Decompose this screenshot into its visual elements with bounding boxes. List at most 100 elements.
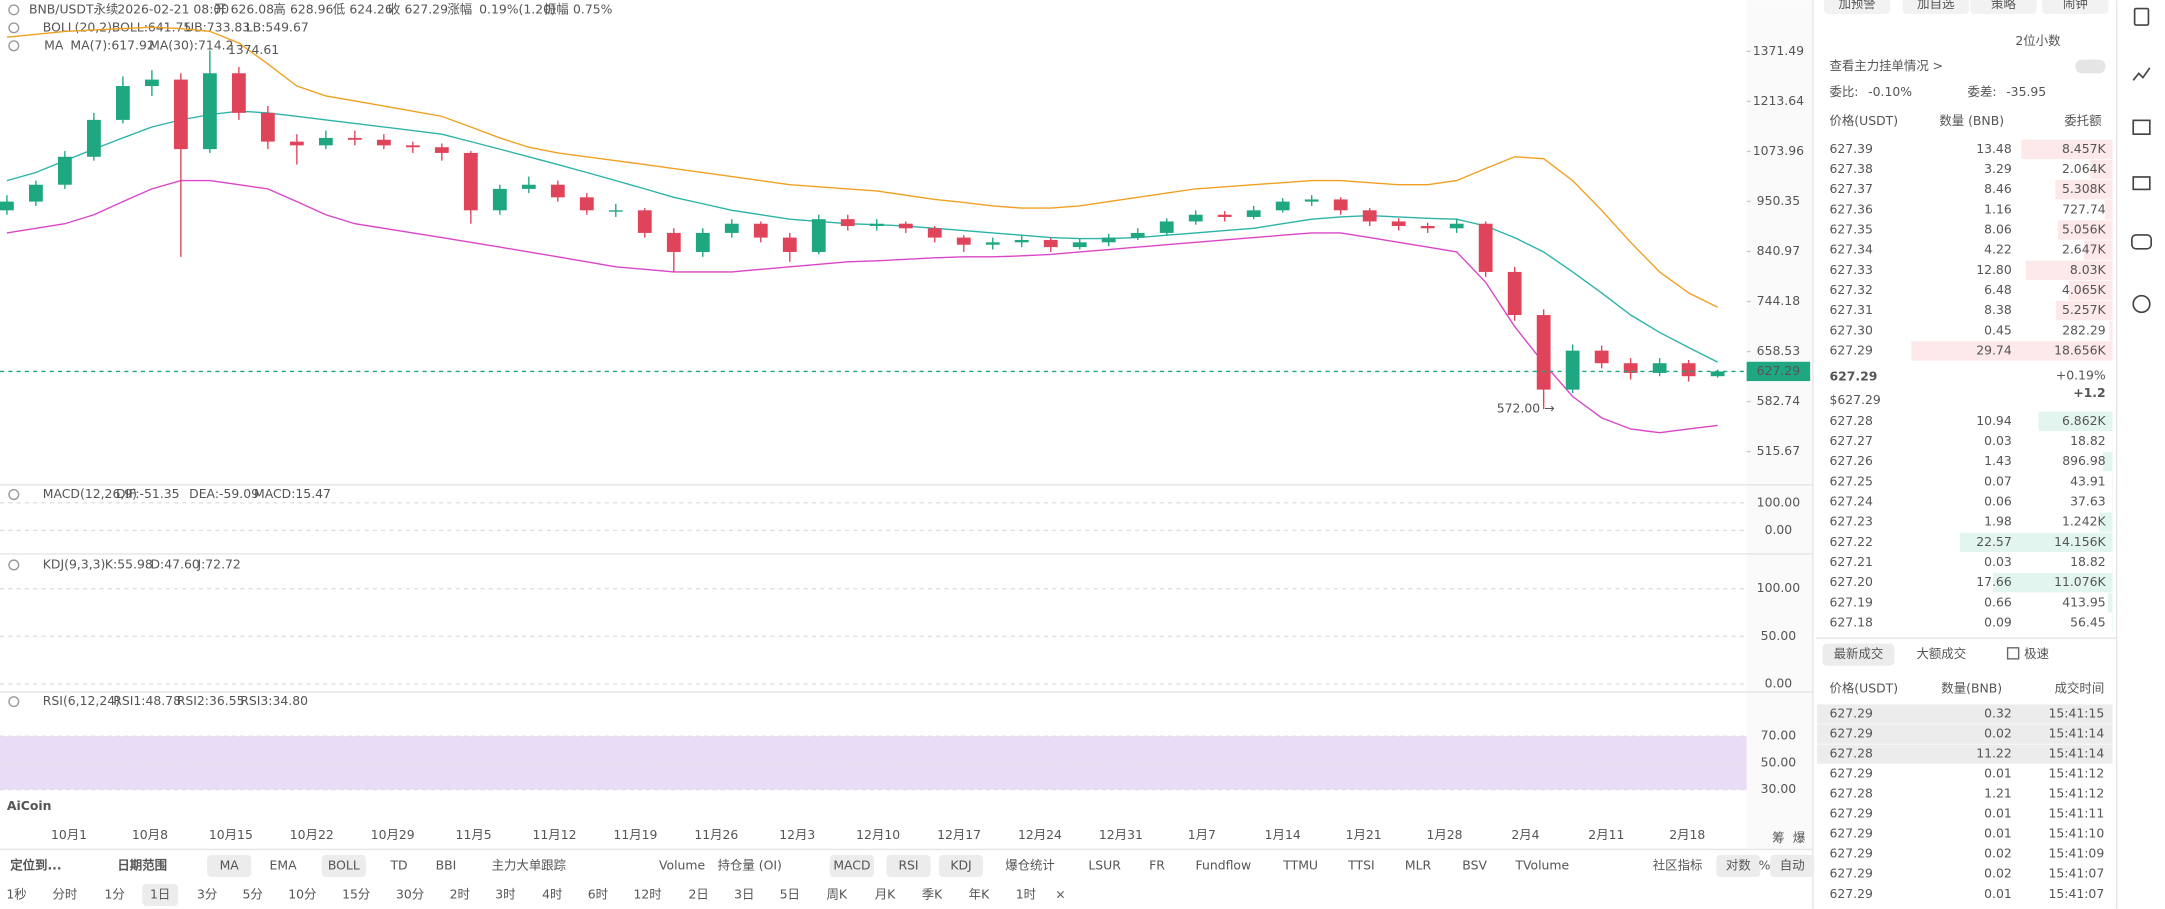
toolbar-item[interactable]: BOLL xyxy=(328,857,360,872)
tab[interactable]: 极速 xyxy=(2024,646,2049,661)
interval-item[interactable]: 1秒 xyxy=(6,886,26,901)
toolbar-item[interactable]: FR xyxy=(1149,857,1165,872)
toolbar-item[interactable]: TVolume xyxy=(1514,857,1569,872)
button-bg[interactable] xyxy=(1970,0,2037,15)
toolbar-item[interactable]: 对数 xyxy=(1726,857,1751,872)
axis-tool[interactable]: 筹 xyxy=(1772,830,1784,845)
interval-item[interactable]: 2时 xyxy=(450,886,470,901)
toolbar-item[interactable]: LSUR xyxy=(1088,857,1121,872)
interval-item[interactable]: 6时 xyxy=(588,886,608,901)
toolbar-item[interactable]: 社区指标 xyxy=(1653,857,1703,872)
button[interactable]: 闹钟 xyxy=(2063,0,2088,11)
dropdown[interactable]: 2位小数 xyxy=(2015,33,2061,48)
toolbar-item[interactable]: Volume xyxy=(659,857,705,872)
label: UB:733.83 xyxy=(185,19,250,34)
button-bg[interactable] xyxy=(1823,0,1891,15)
toggle[interactable] xyxy=(2075,59,2106,74)
toggle-icon[interactable] xyxy=(8,559,20,571)
interval-item[interactable]: 12时 xyxy=(633,886,661,901)
toolbar-item[interactable]: RSI xyxy=(898,857,918,872)
button-bg[interactable] xyxy=(1902,0,1969,15)
toggle-icon[interactable] xyxy=(8,696,20,708)
interval-item[interactable]: 3日 xyxy=(734,886,754,901)
icon[interactable] xyxy=(2133,7,2150,26)
toolbar-item[interactable]: MLR xyxy=(1405,857,1432,872)
icon[interactable] xyxy=(2132,119,2151,135)
candle-body xyxy=(115,86,130,120)
toggle-icon[interactable] xyxy=(8,40,20,52)
toolbar-item[interactable]: TD xyxy=(389,857,407,872)
interval-item[interactable]: 分时 xyxy=(52,886,77,901)
toolbar-item[interactable]: % xyxy=(1759,857,1771,872)
button[interactable]: 加自选 xyxy=(1917,0,1954,11)
candle-body xyxy=(550,184,565,198)
book-price: 627.37 xyxy=(1829,181,1872,196)
interval-item[interactable]: 30分 xyxy=(396,886,424,901)
tab[interactable]: 最新成交 xyxy=(1834,646,1884,661)
button[interactable]: 策略 xyxy=(1991,0,2016,11)
toolbar-item[interactable]: 爆仓统计 xyxy=(1005,857,1055,872)
toolbar-item[interactable]: BBI xyxy=(436,857,457,872)
book-amount: 896.98 xyxy=(2062,453,2106,468)
toolbar-item[interactable]: 主力大单跟踪 xyxy=(492,857,567,872)
toolbar-item[interactable]: BSV xyxy=(1462,857,1487,872)
icon[interactable] xyxy=(2132,294,2151,314)
interval-item[interactable]: × xyxy=(1055,886,1065,901)
interval-item[interactable]: 3分 xyxy=(197,886,217,901)
interval-item[interactable]: 季K xyxy=(922,886,943,901)
toolbar-item[interactable]: 日期范围 xyxy=(117,857,167,872)
trade-qty: 1.21 xyxy=(1984,786,2012,801)
toolbar-item[interactable]: MACD xyxy=(833,857,870,872)
x-tick-label: 10月1 xyxy=(51,827,87,842)
tab[interactable]: 大额成交 xyxy=(1916,646,1966,661)
interval-item[interactable]: 周K xyxy=(826,886,847,901)
interval-item[interactable]: 5日 xyxy=(780,886,800,901)
x-tick-label: 11月19 xyxy=(613,827,657,842)
interval-item[interactable]: 4时 xyxy=(542,886,562,901)
interval-item[interactable]: 5分 xyxy=(243,886,263,901)
icon[interactable] xyxy=(2131,234,2153,250)
toolbar-item[interactable]: EMA xyxy=(270,857,298,872)
candle-body xyxy=(1420,226,1435,229)
book-price: 627.24 xyxy=(1829,493,1873,508)
checkbox[interactable] xyxy=(2006,647,2020,660)
interval-item[interactable]: 1时 xyxy=(1016,886,1036,901)
toolbar-item[interactable]: KDJ xyxy=(950,857,971,872)
icon[interactable] xyxy=(2132,176,2151,191)
book-qty: 29.74 xyxy=(1976,342,2012,357)
interval-item[interactable]: 年K xyxy=(969,886,990,901)
label: 0.19%(1.20) xyxy=(479,1,556,16)
toggle-icon[interactable] xyxy=(8,22,20,34)
icon[interactable] xyxy=(2132,67,2151,81)
interval-item[interactable]: 月K xyxy=(875,886,896,901)
interval-item[interactable]: 1日 xyxy=(150,886,170,901)
y-tick-label: 582.74 xyxy=(1757,393,1801,408)
toolbar-item[interactable]: Fundflow xyxy=(1196,857,1252,872)
book-amount: 8.03K xyxy=(2070,262,2107,277)
link[interactable]: 查看主力挂单情况 > xyxy=(1829,58,1943,73)
interval-item[interactable]: 15分 xyxy=(342,886,370,901)
interval-item[interactable]: 1分 xyxy=(104,886,124,901)
toolbar-item[interactable]: 定位到... xyxy=(10,857,61,872)
interval-item[interactable]: 2日 xyxy=(688,886,708,901)
toggle-icon[interactable] xyxy=(8,489,20,501)
trade-qty: 0.01 xyxy=(1984,806,2012,821)
button[interactable]: 加预警 xyxy=(1838,0,1875,11)
axis-tool[interactable]: 爆 xyxy=(1793,830,1806,845)
toolbar-item[interactable]: TTMU xyxy=(1282,857,1318,872)
high-note: 1374.61 xyxy=(228,42,279,57)
toolbar-item[interactable]: 持仓量 (OI) xyxy=(718,857,782,872)
toolbar-item[interactable]: 自动 xyxy=(1780,857,1805,872)
button-bg[interactable] xyxy=(2042,0,2109,15)
label: 低 xyxy=(333,1,345,16)
candle-body xyxy=(1130,232,1145,238)
depth-bar xyxy=(2102,452,2113,472)
trade-price: 627.29 xyxy=(1829,866,1873,881)
toolbar-item[interactable]: TTSI xyxy=(1347,857,1374,872)
candle-body xyxy=(1507,271,1522,316)
toggle-icon[interactable] xyxy=(8,4,20,16)
trade-time: 15:41:10 xyxy=(2049,826,2105,841)
interval-item[interactable]: 10分 xyxy=(288,886,316,901)
toolbar-item[interactable]: MA xyxy=(220,857,240,872)
interval-item[interactable]: 3时 xyxy=(495,886,515,901)
